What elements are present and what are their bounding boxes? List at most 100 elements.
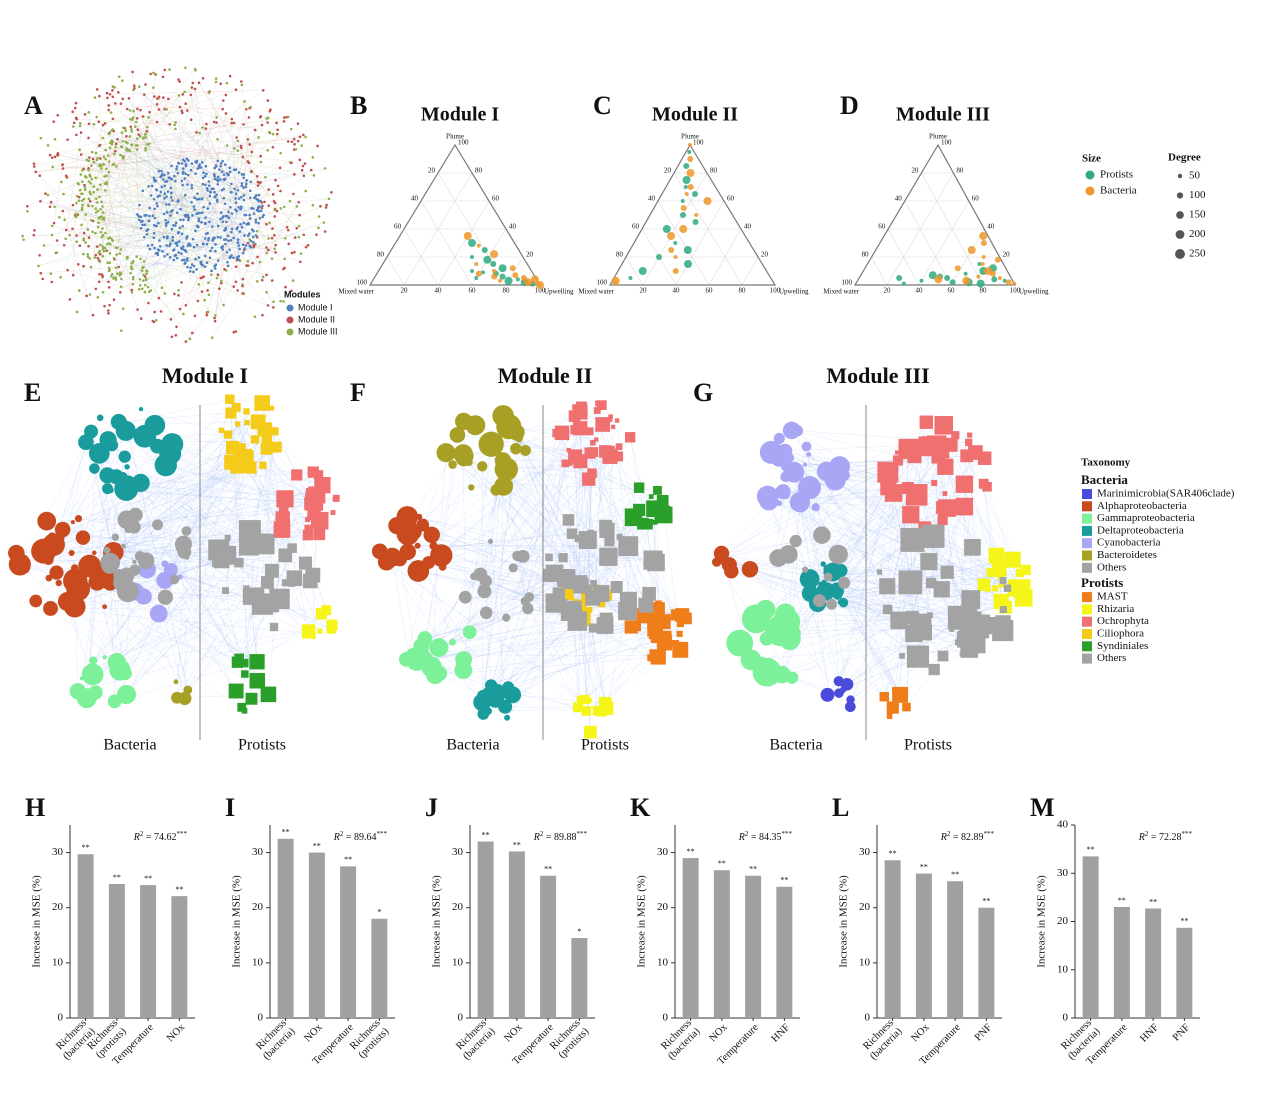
network-edge (84, 114, 176, 244)
network-edge (179, 576, 295, 579)
network-edge (414, 617, 582, 666)
network-edge (95, 177, 249, 236)
bacteria-node (837, 599, 843, 605)
network-node (237, 197, 241, 200)
bacteria-node (86, 563, 101, 577)
network-edge (192, 188, 225, 240)
network-node (46, 193, 50, 197)
network-edge (164, 434, 229, 581)
network-edge (106, 185, 192, 251)
network-node (241, 243, 245, 247)
network-node (116, 137, 119, 141)
network-node (107, 269, 111, 273)
network-node (115, 246, 119, 250)
network-title: Module II (498, 363, 593, 388)
protist-node (1010, 552, 1019, 561)
network-node (174, 253, 178, 257)
network-edge (82, 467, 251, 538)
network-node (189, 93, 193, 97)
network-node (124, 129, 128, 133)
network-node (242, 176, 245, 180)
network-node (114, 266, 118, 270)
legend-label: Ochrophyta (1097, 615, 1149, 627)
tick-label: 60 (878, 223, 886, 231)
protist-node (615, 443, 623, 451)
network-node (252, 212, 256, 215)
network-node (99, 243, 102, 247)
network-node (154, 319, 158, 322)
network-node (154, 72, 157, 76)
network-node (98, 183, 102, 187)
tick-label: 80 (956, 167, 964, 175)
legend-label: Marinimicrobia(SAR406clade) (1097, 488, 1235, 500)
tick-label: 40 (411, 195, 419, 203)
network-edge (105, 149, 237, 332)
network-node (137, 85, 141, 89)
ternary-point (977, 262, 982, 266)
network-edge (84, 125, 104, 190)
network-node (56, 114, 60, 117)
r-squared-symbol: R (940, 832, 947, 843)
bacteria-node (838, 597, 849, 608)
network-node (105, 91, 109, 95)
network-node (260, 278, 264, 282)
legend-swatch (1082, 653, 1092, 664)
protist-node (563, 575, 578, 590)
protist-node (940, 565, 954, 579)
protist-node (906, 645, 930, 668)
network-edge (114, 259, 188, 268)
protist-node (986, 616, 1004, 635)
protist-node (925, 577, 937, 589)
network-edge (128, 149, 216, 180)
network-edge (506, 468, 589, 480)
network-edge (77, 630, 309, 692)
network-node (191, 214, 194, 217)
network-node (309, 168, 313, 172)
network-edge (789, 622, 971, 640)
network-node (78, 122, 82, 125)
ternary-frame (608, 143, 777, 286)
network-node (180, 281, 183, 284)
network-node (130, 130, 134, 133)
network-node (215, 116, 219, 119)
network-node (282, 205, 286, 209)
network-edge (809, 487, 985, 585)
network-edge (198, 82, 278, 212)
network-edge (213, 111, 271, 175)
network-node (136, 107, 139, 111)
network-node (260, 123, 264, 127)
network-node (247, 264, 250, 267)
network-edge (793, 472, 813, 575)
network-node (245, 264, 248, 267)
network-node (215, 178, 219, 181)
significance: ** (1118, 896, 1126, 905)
bacteria-node (438, 563, 447, 571)
network-edge (165, 432, 277, 598)
network-edge (614, 461, 680, 634)
network-edge (507, 573, 555, 688)
network-node (106, 237, 110, 240)
network-edge (498, 633, 680, 690)
network-edge (171, 450, 245, 664)
network-node (107, 108, 110, 112)
legend-label: Syndiniales (1097, 640, 1148, 652)
y-axis-label: Increase in MSE (%) (431, 875, 443, 968)
bacteria-node (844, 701, 856, 713)
bacteria-node (820, 687, 835, 702)
network-node (213, 190, 216, 194)
network-edge (69, 234, 213, 241)
bacteria-node (405, 523, 422, 541)
network-node (196, 212, 199, 215)
ternary-point (474, 262, 479, 266)
protist-node (278, 548, 293, 563)
network-node (208, 220, 211, 224)
network-node (175, 244, 179, 247)
protist-node (933, 581, 950, 598)
network-node (163, 107, 167, 111)
tick-label: 60 (948, 287, 956, 295)
network-node (234, 192, 238, 196)
network-node (186, 257, 189, 260)
protist-node (937, 458, 954, 475)
protist-node (597, 599, 606, 608)
network-node (230, 182, 233, 186)
